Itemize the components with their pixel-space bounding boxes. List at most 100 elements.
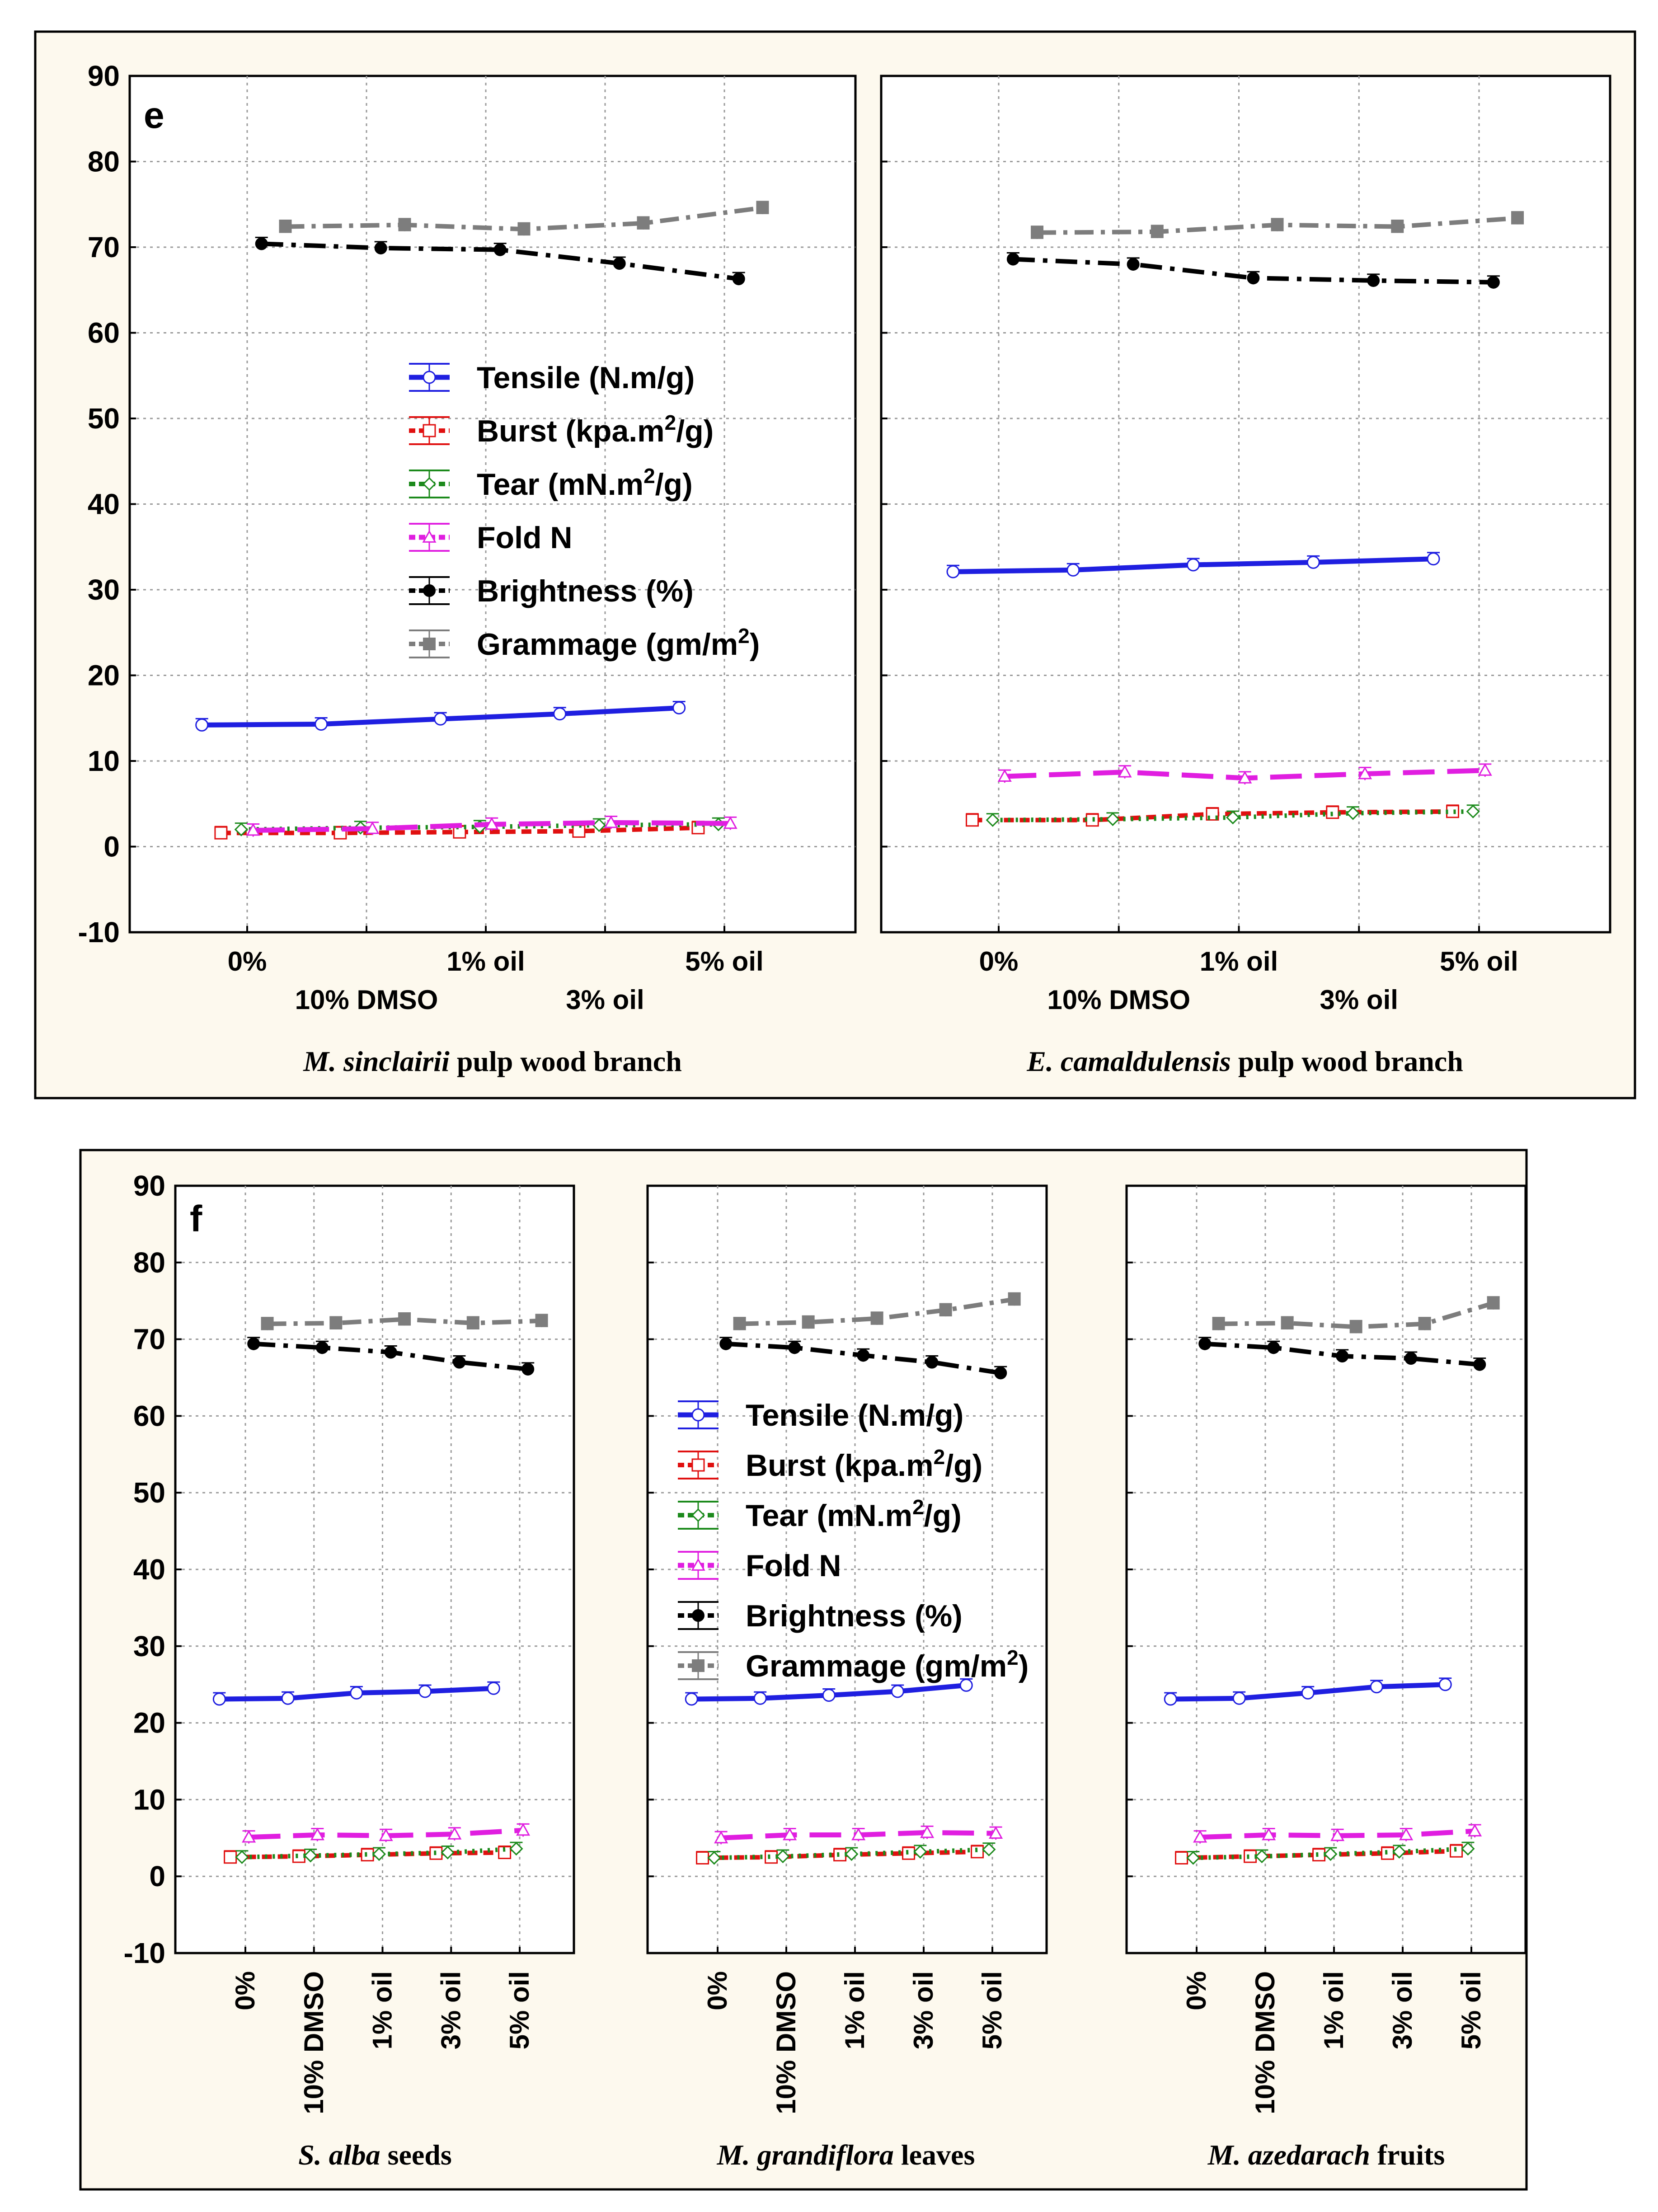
data-point-burst (361, 1848, 374, 1862)
figure-f-label: f (190, 1198, 202, 1240)
y-tick-label: 50 (88, 402, 120, 435)
data-point-fold (516, 1823, 531, 1836)
legend-text: Brightness (%) (746, 1599, 963, 1633)
data-point-fold (310, 1827, 324, 1841)
data-point-grammage (1212, 1317, 1225, 1330)
legend-text: Brightness (%) (477, 574, 694, 608)
data-point-brightness (1487, 276, 1500, 289)
legend-label-burst: Burst (kpa.m2/g) (746, 1445, 982, 1483)
legend-text: Tear (mN.m (477, 467, 643, 502)
x-tick-label: 5% oil (504, 1971, 535, 2049)
y-tick-label: 70 (88, 231, 120, 263)
legend-label-brightness: Brightness (%) (746, 1599, 963, 1633)
legend-label-tensile: Tensile (N.m/g) (477, 361, 695, 395)
data-point-brightness (493, 243, 507, 256)
data-point-grammage (1511, 211, 1524, 225)
data-point-tear (509, 1841, 523, 1856)
caption-part: pulp wood branch (1231, 1045, 1463, 1077)
data-point-tensile (1187, 558, 1200, 572)
legend-text-after: /g) (945, 1448, 982, 1483)
x-tick-label: 10% DMSO (771, 1971, 801, 2114)
data-point-fold (920, 1825, 935, 1838)
legend-text: Grammage (gm/m (746, 1649, 1007, 1683)
data-point-grammage (1151, 225, 1164, 238)
data-point-tensile (195, 718, 209, 732)
x-tick-label: 10% DMSO (1250, 1971, 1280, 2114)
data-point-burst (833, 1848, 847, 1862)
legend-marker-tensile (423, 371, 436, 384)
data-point-tensile (487, 1681, 500, 1695)
x-tick-label: 3% oil (566, 985, 644, 1015)
legend-sup: 2 (1007, 1646, 1019, 1669)
y-tick-label: 90 (88, 60, 120, 92)
legend-label-tear: Tear (mN.m2/g) (477, 464, 693, 502)
y-tick-label: -10 (124, 1937, 166, 1969)
data-point-tear (592, 818, 606, 832)
data-point-grammage (261, 1317, 274, 1330)
legend-sup: 2 (665, 411, 676, 434)
caption-part: leaves (894, 2139, 975, 2171)
data-point-grammage (756, 201, 769, 214)
legend-marker-fold (691, 1558, 705, 1571)
data-point-burst (902, 1846, 916, 1860)
data-point-brightness (925, 1356, 939, 1369)
legend-marker-grammage (423, 638, 436, 650)
data-point-grammage (1031, 226, 1044, 239)
data-point-fold (447, 1827, 462, 1840)
data-point-grammage (1487, 1296, 1500, 1310)
data-point-fold (783, 1827, 797, 1841)
x-tick-label: 3% oil (1387, 1971, 1418, 2049)
legend-text: Burst (kpa.m (746, 1448, 934, 1483)
data-point-tensile (281, 1691, 295, 1705)
x-tick-label: 3% oil (908, 1971, 939, 2049)
data-point-fold (723, 816, 737, 829)
caption-species: M. sinclairii (303, 1045, 450, 1077)
data-point-tear (1346, 806, 1360, 820)
data-point-grammage (1008, 1293, 1021, 1306)
data-point-tear (1255, 1849, 1269, 1864)
data-point-fold (365, 821, 380, 834)
data-point-brightness (315, 1341, 329, 1354)
y-tick-label: 80 (133, 1246, 165, 1279)
data-point-fold (1193, 1830, 1207, 1843)
legend-marker-brightness (692, 1609, 705, 1622)
data-point-tensile (1370, 1680, 1383, 1694)
legend-marker-fold (422, 530, 437, 543)
data-point-brightness (994, 1367, 1007, 1380)
data-point-tear (845, 1847, 859, 1861)
x-tick-label: 0% (1181, 1971, 1212, 2010)
series-line-grammage (1218, 1301, 1494, 1329)
data-point-fold (989, 1826, 1003, 1839)
data-point-grammage (466, 1316, 479, 1329)
data-point-brightness (1404, 1352, 1418, 1365)
series-line-grammage (267, 1317, 542, 1326)
panel-caption: E. camaldulensis pulp wood branch (1026, 1045, 1463, 1077)
data-point-tensile (1438, 1678, 1452, 1691)
data-point-tensile (946, 565, 960, 578)
x-tick-label: 10% DMSO (299, 1971, 329, 2114)
data-point-fold (1468, 1823, 1482, 1836)
data-point-fold (1262, 1827, 1276, 1841)
data-point-tensile (1164, 1692, 1177, 1706)
data-point-grammage (535, 1314, 548, 1327)
data-point-tear (372, 1847, 386, 1861)
data-point-tensile (685, 1692, 698, 1706)
data-point-fold (714, 1831, 728, 1844)
data-point-tensile (1306, 555, 1320, 569)
x-tick-label: 0% (979, 946, 1019, 977)
data-point-burst (966, 813, 979, 827)
data-point-brightness (453, 1356, 466, 1369)
legend-text-after: /g) (924, 1498, 962, 1533)
data-point-tensile (1427, 552, 1440, 566)
y-tick-label: 80 (88, 146, 120, 178)
y-tick-label: 40 (133, 1553, 165, 1586)
y-tick-label: 30 (133, 1630, 165, 1663)
data-point-brightness (613, 257, 626, 270)
data-point-tensile (753, 1691, 767, 1705)
series-line-brightness (1013, 257, 1494, 285)
data-point-fold (246, 823, 260, 836)
data-point-brightness (1006, 253, 1019, 266)
caption-species: M. azedarach (1207, 2139, 1370, 2171)
x-tick-label: 1% oil (1200, 946, 1278, 977)
